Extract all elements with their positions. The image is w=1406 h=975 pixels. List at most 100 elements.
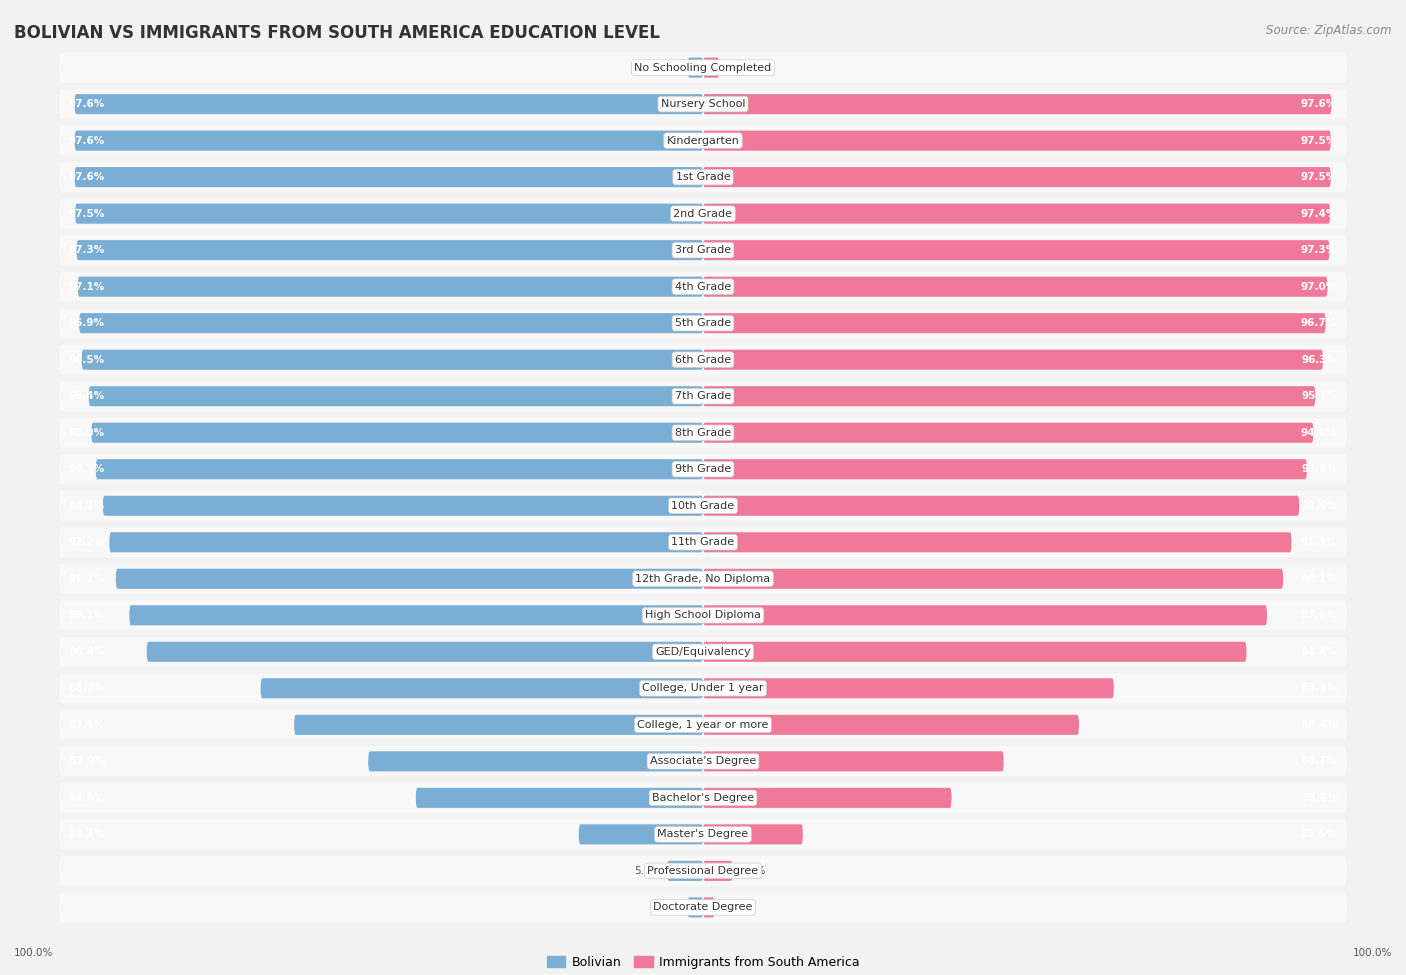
- FancyBboxPatch shape: [703, 605, 1267, 625]
- FancyBboxPatch shape: [129, 605, 703, 625]
- Text: 86.4%: 86.4%: [69, 646, 105, 657]
- FancyBboxPatch shape: [703, 861, 733, 881]
- FancyBboxPatch shape: [89, 386, 703, 407]
- Text: 94.8%: 94.8%: [1301, 428, 1337, 438]
- Text: 97.3%: 97.3%: [69, 245, 105, 255]
- FancyBboxPatch shape: [703, 495, 1299, 516]
- Text: 3rd Grade: 3rd Grade: [675, 245, 731, 255]
- FancyBboxPatch shape: [703, 897, 714, 917]
- Text: 58.4%: 58.4%: [1301, 720, 1337, 730]
- Text: 96.3%: 96.3%: [1301, 355, 1337, 365]
- FancyBboxPatch shape: [59, 89, 1347, 119]
- Text: 96.7%: 96.7%: [1301, 318, 1337, 329]
- FancyBboxPatch shape: [76, 240, 703, 260]
- Text: 2.4%: 2.4%: [655, 62, 681, 72]
- Text: 12th Grade, No Diploma: 12th Grade, No Diploma: [636, 573, 770, 584]
- Text: 97.6%: 97.6%: [69, 173, 105, 182]
- FancyBboxPatch shape: [59, 527, 1347, 558]
- Text: BOLIVIAN VS IMMIGRANTS FROM SOUTH AMERICA EDUCATION LEVEL: BOLIVIAN VS IMMIGRANTS FROM SOUTH AMERIC…: [14, 24, 659, 42]
- Text: 93.8%: 93.8%: [1301, 464, 1337, 474]
- FancyBboxPatch shape: [703, 679, 1114, 698]
- FancyBboxPatch shape: [703, 94, 1331, 114]
- FancyBboxPatch shape: [59, 454, 1347, 485]
- FancyBboxPatch shape: [59, 892, 1347, 922]
- Text: 93.2%: 93.2%: [69, 501, 105, 511]
- FancyBboxPatch shape: [59, 490, 1347, 521]
- Text: 97.6%: 97.6%: [1301, 99, 1337, 109]
- FancyBboxPatch shape: [703, 752, 1004, 771]
- Text: Associate's Degree: Associate's Degree: [650, 757, 756, 766]
- Text: Source: ZipAtlas.com: Source: ZipAtlas.com: [1267, 24, 1392, 37]
- FancyBboxPatch shape: [703, 240, 1330, 260]
- FancyBboxPatch shape: [260, 679, 703, 698]
- FancyBboxPatch shape: [59, 199, 1347, 228]
- Text: 2nd Grade: 2nd Grade: [673, 209, 733, 218]
- Text: College, 1 year or more: College, 1 year or more: [637, 720, 769, 730]
- FancyBboxPatch shape: [703, 788, 952, 808]
- FancyBboxPatch shape: [77, 277, 703, 296]
- Text: 63.8%: 63.8%: [1301, 683, 1337, 693]
- FancyBboxPatch shape: [703, 58, 718, 78]
- FancyBboxPatch shape: [59, 162, 1347, 192]
- Text: 44.6%: 44.6%: [69, 793, 105, 802]
- Text: 89.1%: 89.1%: [69, 610, 105, 620]
- Legend: Bolivian, Immigrants from South America: Bolivian, Immigrants from South America: [541, 951, 865, 974]
- FancyBboxPatch shape: [103, 495, 703, 516]
- FancyBboxPatch shape: [59, 381, 1347, 411]
- FancyBboxPatch shape: [75, 167, 703, 187]
- Text: 2.4%: 2.4%: [655, 903, 681, 913]
- FancyBboxPatch shape: [59, 53, 1347, 83]
- FancyBboxPatch shape: [76, 204, 703, 223]
- FancyBboxPatch shape: [59, 819, 1347, 849]
- Text: 96.9%: 96.9%: [69, 318, 105, 329]
- Text: 19.3%: 19.3%: [69, 830, 105, 839]
- Text: 91.2%: 91.2%: [69, 573, 105, 584]
- FancyBboxPatch shape: [703, 167, 1330, 187]
- Text: 10th Grade: 10th Grade: [672, 501, 734, 511]
- Text: 15.5%: 15.5%: [1301, 830, 1337, 839]
- FancyBboxPatch shape: [703, 568, 1284, 589]
- FancyBboxPatch shape: [79, 313, 703, 333]
- FancyBboxPatch shape: [703, 824, 803, 844]
- FancyBboxPatch shape: [59, 747, 1347, 776]
- Text: 2.5%: 2.5%: [725, 62, 752, 72]
- Text: Master's Degree: Master's Degree: [658, 830, 748, 839]
- FancyBboxPatch shape: [59, 674, 1347, 703]
- FancyBboxPatch shape: [146, 642, 703, 662]
- FancyBboxPatch shape: [59, 783, 1347, 813]
- Text: 92.2%: 92.2%: [69, 537, 105, 547]
- FancyBboxPatch shape: [703, 204, 1330, 223]
- Text: 90.1%: 90.1%: [1301, 573, 1337, 584]
- FancyBboxPatch shape: [59, 126, 1347, 156]
- FancyBboxPatch shape: [59, 710, 1347, 740]
- FancyBboxPatch shape: [294, 715, 703, 735]
- Text: 97.0%: 97.0%: [1301, 282, 1337, 292]
- FancyBboxPatch shape: [91, 423, 703, 443]
- Text: 9th Grade: 9th Grade: [675, 464, 731, 474]
- FancyBboxPatch shape: [703, 131, 1330, 151]
- FancyBboxPatch shape: [59, 308, 1347, 338]
- Text: 84.4%: 84.4%: [1301, 646, 1337, 657]
- Text: 5th Grade: 5th Grade: [675, 318, 731, 329]
- Text: 6th Grade: 6th Grade: [675, 355, 731, 365]
- FancyBboxPatch shape: [110, 532, 703, 552]
- FancyBboxPatch shape: [75, 94, 703, 114]
- FancyBboxPatch shape: [703, 715, 1078, 735]
- FancyBboxPatch shape: [82, 350, 703, 370]
- FancyBboxPatch shape: [703, 642, 1247, 662]
- Text: 11th Grade: 11th Grade: [672, 537, 734, 547]
- Text: 68.7%: 68.7%: [69, 683, 105, 693]
- Text: 97.1%: 97.1%: [69, 282, 105, 292]
- Text: 1st Grade: 1st Grade: [676, 173, 730, 182]
- Text: 7th Grade: 7th Grade: [675, 391, 731, 402]
- FancyBboxPatch shape: [688, 897, 703, 917]
- Text: 46.7%: 46.7%: [1301, 757, 1337, 766]
- Text: Doctorate Degree: Doctorate Degree: [654, 903, 752, 913]
- Text: 100.0%: 100.0%: [14, 948, 53, 957]
- Text: 52.0%: 52.0%: [69, 757, 105, 766]
- FancyBboxPatch shape: [666, 861, 703, 881]
- Text: 97.4%: 97.4%: [1301, 209, 1337, 218]
- Text: 4.6%: 4.6%: [740, 866, 765, 876]
- Text: 97.5%: 97.5%: [69, 209, 105, 218]
- Text: 95.1%: 95.1%: [1301, 391, 1337, 402]
